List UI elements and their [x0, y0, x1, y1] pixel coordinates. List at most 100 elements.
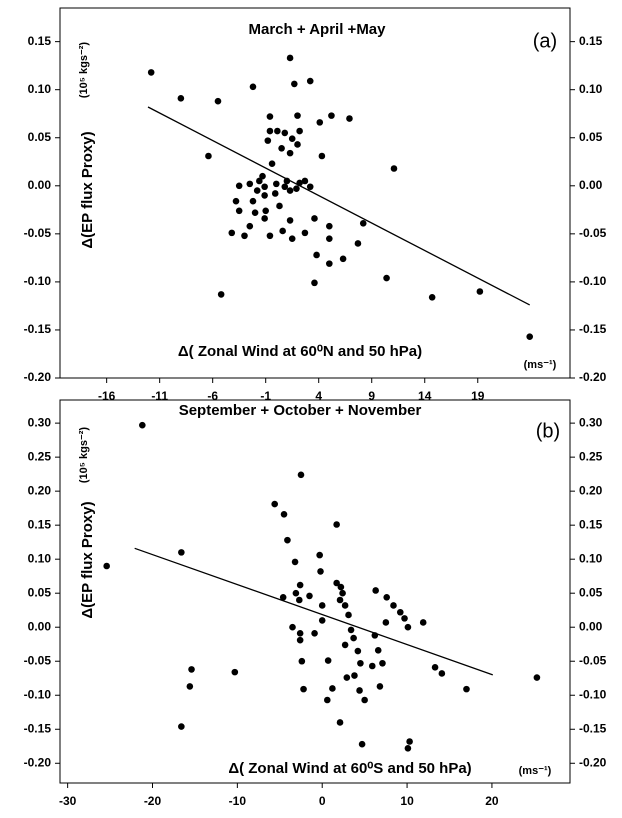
data-point	[383, 593, 391, 601]
data-point	[324, 696, 331, 704]
y2-tick-label: 0.00	[579, 178, 603, 192]
data-point	[253, 187, 261, 194]
y2-tick-label: -0.05	[579, 653, 607, 667]
x-axis-unit: (ms⁻¹)	[524, 359, 557, 371]
data-point	[333, 579, 340, 587]
data-point	[316, 119, 324, 126]
data-point	[300, 685, 307, 693]
data-point	[533, 674, 541, 681]
data-point	[368, 662, 376, 670]
panel-label: (b)	[536, 420, 560, 442]
y-tick-label: 0.30	[28, 415, 52, 429]
data-point	[339, 589, 346, 597]
data-point	[526, 333, 534, 340]
data-point	[301, 177, 309, 185]
data-point	[311, 630, 318, 637]
data-point	[301, 229, 309, 237]
x-tick-label: 9	[368, 389, 375, 403]
y-tick-label: -0.05	[24, 226, 52, 240]
data-point	[272, 180, 280, 188]
data-point	[246, 180, 254, 188]
y-tick-label: -0.05	[24, 653, 52, 667]
data-point	[214, 97, 222, 105]
data-point	[246, 222, 254, 230]
data-point	[186, 683, 194, 690]
data-point	[346, 115, 353, 122]
data-point	[383, 274, 390, 282]
data-point	[296, 630, 304, 637]
data-point	[241, 232, 248, 240]
data-point	[291, 80, 298, 88]
data-point	[356, 687, 363, 694]
data-point	[147, 69, 155, 76]
data-point	[268, 160, 276, 167]
data-point	[259, 172, 266, 180]
data-point	[376, 683, 384, 690]
data-point	[358, 740, 366, 748]
data-point	[463, 685, 470, 693]
data-point	[404, 745, 412, 752]
data-point	[261, 215, 268, 222]
data-point	[296, 596, 303, 604]
data-point	[318, 602, 326, 609]
data-point	[311, 215, 318, 222]
x-tick-label: 19	[471, 389, 485, 403]
y-tick-label: 0.10	[28, 82, 52, 96]
data-point	[261, 183, 268, 191]
data-point	[286, 149, 294, 157]
data-point	[382, 619, 390, 626]
y-tick-label: -0.15	[24, 322, 52, 336]
regression-line	[147, 106, 531, 306]
x-tick-label: 0	[319, 794, 326, 808]
data-point	[271, 500, 278, 508]
data-point	[311, 279, 318, 287]
data-point	[276, 202, 283, 210]
x-tick-label: -1	[260, 389, 271, 403]
y-tick-label: -0.20	[24, 370, 52, 384]
y-tick-label: 0.15	[28, 34, 52, 48]
data-point	[357, 659, 364, 667]
data-point	[372, 587, 379, 594]
x-tick-label: 4	[315, 389, 322, 403]
data-point	[232, 197, 240, 205]
data-point	[281, 183, 289, 191]
y-tick-label: 0.00	[28, 178, 52, 192]
data-point	[390, 165, 398, 172]
y-tick-label: 0.10	[28, 551, 52, 565]
y2-tick-label: 0.10	[579, 82, 603, 96]
y-tick-label: 0.05	[28, 585, 52, 599]
data-point	[177, 95, 185, 102]
data-point	[406, 738, 413, 745]
data-point	[339, 255, 347, 263]
data-point	[428, 293, 436, 301]
data-point	[316, 551, 323, 559]
data-point	[431, 664, 439, 671]
data-point	[266, 232, 274, 240]
data-point	[419, 619, 427, 626]
data-point	[103, 562, 110, 570]
data-point	[313, 251, 320, 259]
data-point	[438, 670, 446, 677]
y-axis-unit: (10⁵ kgs⁻²)	[78, 42, 90, 99]
y2-tick-label: 0.10	[579, 551, 603, 565]
data-point	[324, 657, 332, 664]
data-point	[293, 185, 300, 192]
data-point	[279, 227, 286, 235]
y2-tick-label: -0.20	[579, 755, 607, 769]
data-point	[280, 510, 288, 518]
y2-tick-label: 0.05	[579, 585, 603, 599]
data-point	[266, 127, 274, 135]
data-point	[217, 291, 225, 298]
data-point	[404, 623, 412, 631]
data-point	[296, 127, 303, 135]
y2-tick-label: -0.10	[579, 274, 607, 288]
y-axis-unit: (10⁵ kgs⁻²)	[78, 427, 90, 484]
data-point	[306, 183, 314, 191]
y2-tick-label: 0.20	[579, 483, 603, 497]
data-point	[374, 647, 382, 654]
data-point	[347, 626, 355, 634]
y-tick-label: -0.15	[24, 721, 52, 735]
y2-tick-label: 0.25	[579, 449, 603, 463]
data-point	[390, 602, 397, 609]
